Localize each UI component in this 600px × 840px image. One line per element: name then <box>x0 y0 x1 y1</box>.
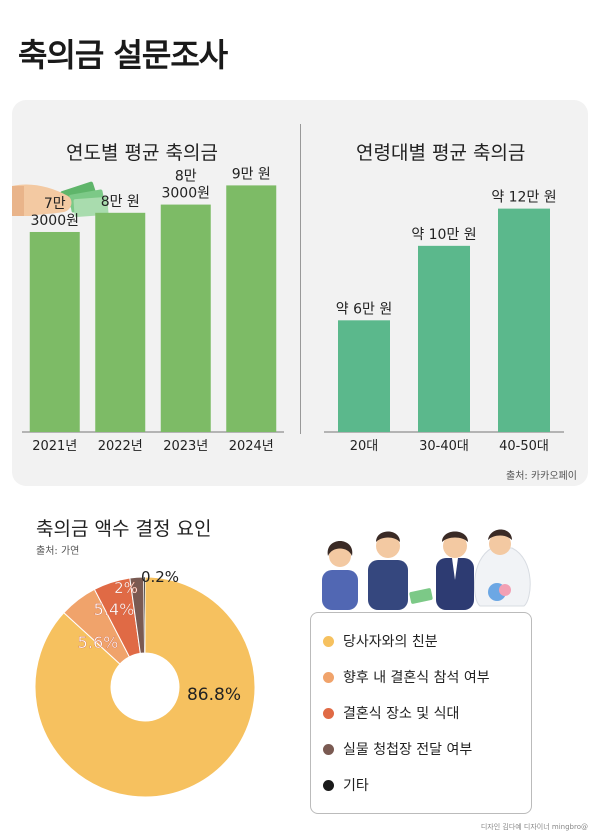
design-credit: 디자인 김다예 디자이너 mingbro@ <box>480 823 588 831</box>
age-chart-source: 출처: 카카오페이 <box>506 471 577 482</box>
wedding-guests-illustration <box>322 529 531 610</box>
bar <box>226 185 277 432</box>
hand-with-money-icon <box>12 181 109 218</box>
pie-chart-source: 출처: 가연 <box>36 546 80 557</box>
legend-item: 실물 청첩장 전달 여부 <box>323 739 472 759</box>
x-tick-label: 40-50대 <box>499 439 549 454</box>
legend-dot-icon <box>323 635 334 647</box>
bar-data-label: 9만 원 <box>232 166 271 182</box>
page-title: 축의금 설문조사 <box>18 36 228 74</box>
bar <box>418 245 470 432</box>
legend-dot-icon <box>323 779 334 791</box>
x-tick-label: 2023년 <box>163 439 208 454</box>
x-tick-label: 20대 <box>350 439 379 454</box>
pie-legend: 당사자와의 친분 향후 내 결혼식 참석 여부 결혼식 장소 및 식대 실물 청… <box>310 612 532 814</box>
x-tick-label: 2021년 <box>32 439 77 454</box>
donut-slice <box>143 576 146 654</box>
bar-data-label: 3000원 <box>30 213 79 229</box>
bar <box>29 231 80 432</box>
bar-data-label: 약 6만 원 <box>336 301 392 317</box>
legend-item: 당사자와의 친분 <box>323 631 438 651</box>
legend-dot-icon <box>323 743 334 755</box>
bar <box>160 204 211 432</box>
pie-chart-title: 축의금 액수 결정 요인 <box>36 518 212 540</box>
bar-data-label: 3000원 <box>161 186 210 202</box>
x-tick-label: 2022년 <box>98 439 143 454</box>
legend-label: 결혼식 장소 및 식대 <box>343 706 460 722</box>
legend-label: 향후 내 결혼식 참석 여부 <box>343 670 490 686</box>
x-tick-label: 30-40대 <box>419 439 469 454</box>
legend-label: 당사자와의 친분 <box>343 634 438 650</box>
bar-data-label: 8만 <box>175 169 197 185</box>
bar-data-label: 약 10만 원 <box>411 227 476 243</box>
x-tick-label: 2024년 <box>229 439 274 454</box>
legend-label: 실물 청첩장 전달 여부 <box>343 742 473 758</box>
legend-item: 기타 <box>323 775 369 795</box>
legend-dot-icon <box>323 671 334 683</box>
legend-item: 결혼식 장소 및 식대 <box>323 703 459 723</box>
bar-data-label: 약 12만 원 <box>491 190 556 206</box>
age-chart-title: 연령대별 평균 축의금 <box>356 142 526 164</box>
slice-value-label: 5.6% <box>78 633 119 652</box>
donut-slice <box>34 576 256 798</box>
bar <box>338 320 390 432</box>
bar-data-label: 7만 <box>44 196 66 212</box>
slice-value-label: 5.4% <box>94 600 135 619</box>
panel-divider <box>300 124 301 434</box>
bar <box>498 208 550 432</box>
slice-value-label: 2% <box>114 579 138 597</box>
legend-dot-icon <box>323 707 334 719</box>
slice-value-label: 86.8% <box>187 685 241 705</box>
slice-value-label: 0.2% <box>141 568 179 586</box>
legend-item: 향후 내 결혼식 참석 여부 <box>323 667 490 687</box>
legend-label: 기타 <box>343 778 369 794</box>
bar-data-label: 8만 원 <box>101 194 140 210</box>
bar <box>95 212 146 432</box>
yearly-chart-title: 연도별 평균 축의금 <box>66 142 218 164</box>
